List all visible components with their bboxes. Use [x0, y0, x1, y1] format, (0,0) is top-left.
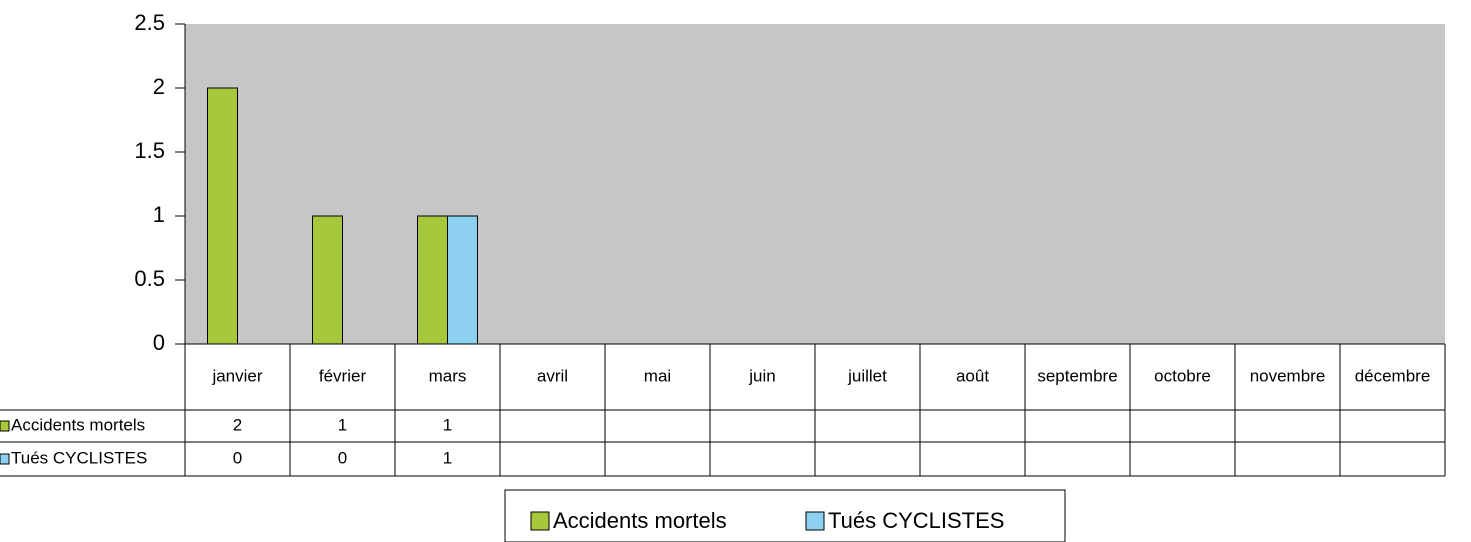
x-tick-label: janvier [211, 366, 262, 385]
y-tick-label: 2.5 [134, 10, 165, 35]
x-tick-label: mars [429, 366, 467, 385]
table-value: 1 [443, 415, 452, 434]
x-tick-label: novembre [1250, 366, 1326, 385]
y-tick-label: 0.5 [134, 266, 165, 291]
y-tick-label: 1.5 [134, 138, 165, 163]
legend-label: Tués CYCLISTES [828, 508, 1004, 533]
table-value: 0 [233, 448, 242, 467]
legend-label: Accidents mortels [553, 508, 727, 533]
legend-key [805, 511, 825, 531]
table-value: 1 [443, 448, 452, 467]
y-tick-label: 1 [153, 202, 165, 227]
bar [312, 215, 343, 345]
table-series-label: Tués CYCLISTES [11, 448, 147, 467]
table-value: 1 [338, 415, 347, 434]
table-series-label: Accidents mortels [11, 415, 145, 434]
plot-area [185, 24, 1445, 344]
table-legend-key [0, 453, 10, 465]
x-tick-label: juillet [847, 366, 887, 385]
bar [447, 215, 478, 345]
x-tick-label: mai [644, 366, 671, 385]
table-legend-key [0, 420, 10, 432]
x-tick-label: avril [537, 366, 568, 385]
x-tick-label: octobre [1154, 366, 1211, 385]
table-value: 0 [338, 448, 347, 467]
y-tick-label: 0 [153, 330, 165, 355]
x-tick-label: août [956, 366, 989, 385]
table-value: 2 [233, 415, 242, 434]
x-tick-label: juin [748, 366, 775, 385]
x-tick-label: février [319, 366, 367, 385]
x-tick-label: décembre [1355, 366, 1431, 385]
x-tick-label: septembre [1037, 366, 1117, 385]
legend-box [504, 489, 1066, 542]
y-tick-label: 2 [153, 74, 165, 99]
legend-key [530, 511, 550, 531]
bar [207, 87, 238, 345]
bar [417, 215, 448, 345]
